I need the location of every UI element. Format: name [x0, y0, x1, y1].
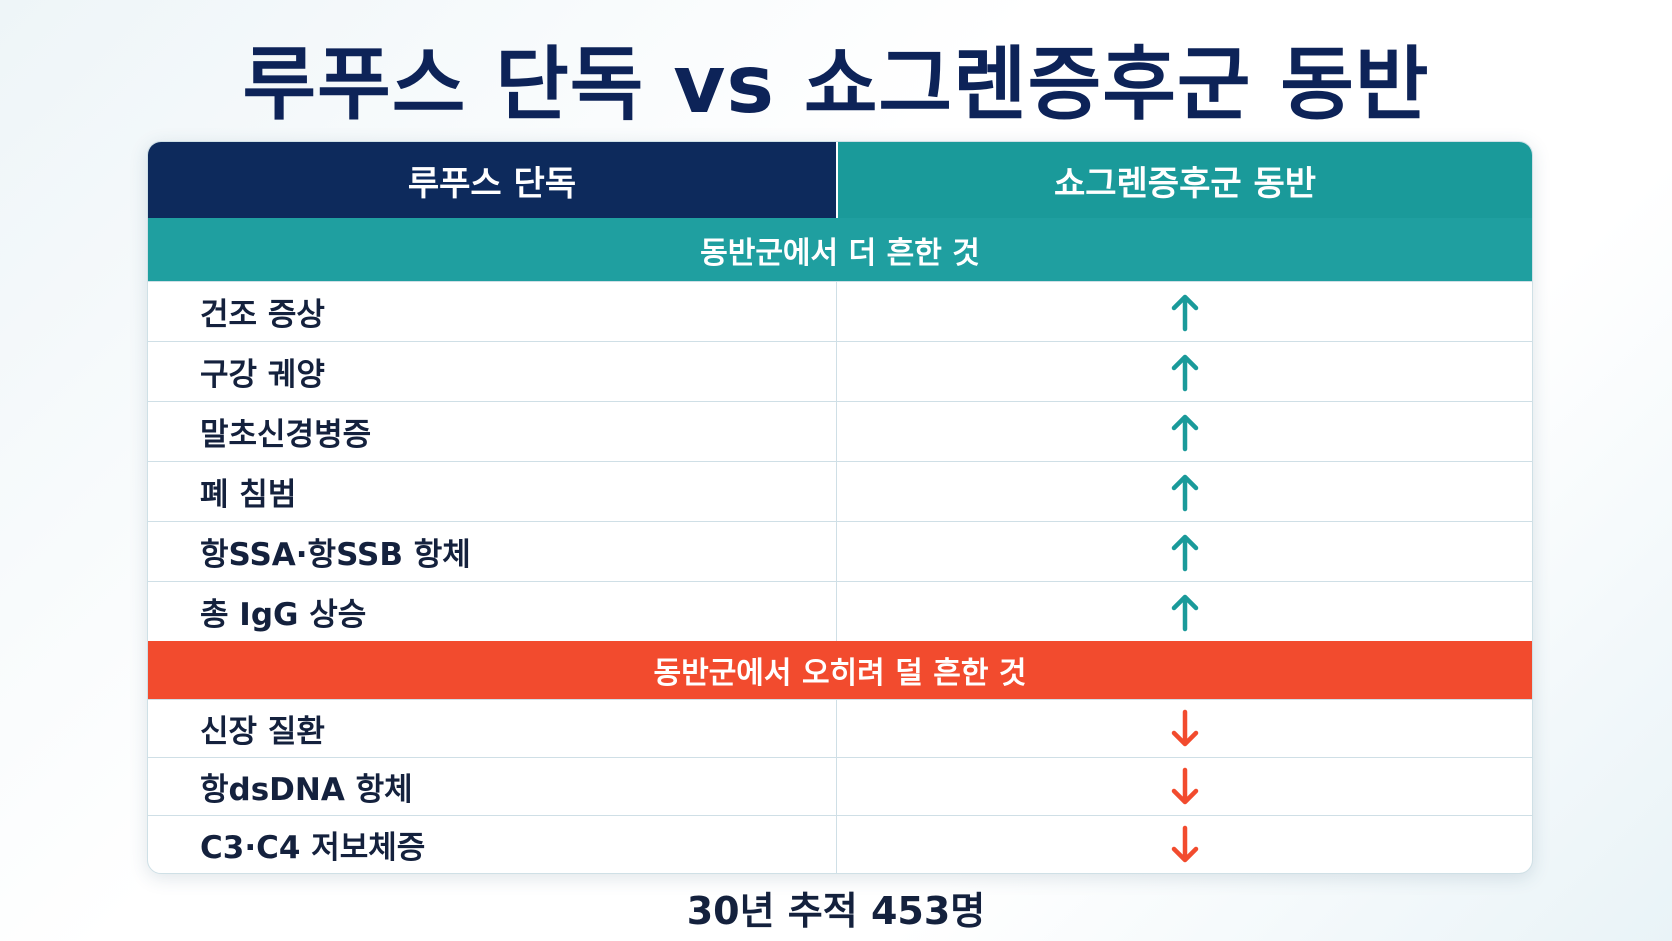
comparison-table: 루푸스 단독 쇼그렌증후군 동반 동반군에서 더 흔한 것 건조 증상 구강 궤양 말…: [147, 141, 1533, 874]
table-row: 항dsDNA 항체: [148, 757, 1532, 815]
row-label: 폐 침범: [148, 462, 837, 521]
row-label: 신장 질환: [148, 700, 837, 757]
row-label: 건조 증상: [148, 282, 837, 341]
arrow-up: [1171, 294, 1198, 331]
row-label: 항dsDNA 항체: [148, 758, 837, 815]
arrow-down: [1171, 767, 1198, 804]
table-row: 신장 질환: [148, 699, 1532, 757]
section-label: 동반군에서 더 흔한 것: [148, 218, 1532, 281]
arrow-down: [1171, 825, 1198, 862]
section-label: 동반군에서 오히려 덜 흔한 것: [148, 641, 1532, 699]
indicator-cell: [837, 758, 1532, 815]
indicator-cell: [837, 522, 1532, 581]
indicator-cell: [837, 402, 1532, 461]
section: 동반군에서 오히려 덜 흔한 것 신장 질환 항dsDNA 항체 C3·C4 저보체증: [148, 641, 1532, 873]
arrow-down: [1171, 709, 1198, 746]
table-row: 항SSA·항SSB 항체: [148, 521, 1532, 581]
indicator-cell: [837, 342, 1532, 401]
row-label: 항SSA·항SSB 항체: [148, 522, 837, 581]
column-header: 쇼그렌증후군 동반: [838, 142, 1532, 218]
footer: 30년 추적 453명: [686, 889, 986, 933]
indicator-cell: [837, 582, 1532, 641]
row-label: 말초신경병증: [148, 402, 837, 461]
arrow-up: [1171, 534, 1198, 571]
indicator-cell: [837, 282, 1532, 341]
title: 루푸스 단독 vs 쇼그렌증후군 동반: [242, 38, 1430, 131]
table-row: 말초신경병증: [148, 401, 1532, 461]
table-row: C3·C4 저보체증: [148, 815, 1532, 873]
section: 동반군에서 더 흔한 것 건조 증상 구강 궤양 말초신경병증 폐 침범 항SSA·항SS…: [148, 218, 1532, 641]
table-row: 폐 침범: [148, 461, 1532, 521]
arrow-up: [1171, 354, 1198, 391]
table-body: 동반군에서 더 흔한 것 건조 증상 구강 궤양 말초신경병증 폐 침범 항SSA·항SS…: [148, 218, 1532, 873]
arrow-up: [1171, 474, 1198, 511]
indicator-cell: [837, 816, 1532, 873]
indicator-cell: [837, 462, 1532, 521]
arrow-up: [1171, 594, 1198, 631]
row-label: 총 IgG 상승: [148, 582, 837, 641]
table-row: 건조 증상: [148, 281, 1532, 341]
table-row: 구강 궤양: [148, 341, 1532, 401]
row-label: 구강 궤양: [148, 342, 837, 401]
row-label: C3·C4 저보체증: [148, 816, 837, 873]
arrow-up: [1171, 414, 1198, 451]
column-header: 루푸스 단독: [148, 142, 838, 218]
table-row: 총 IgG 상승: [148, 581, 1532, 641]
indicator-cell: [837, 700, 1532, 757]
table-header: 루푸스 단독 쇼그렌증후군 동반: [148, 142, 1532, 218]
